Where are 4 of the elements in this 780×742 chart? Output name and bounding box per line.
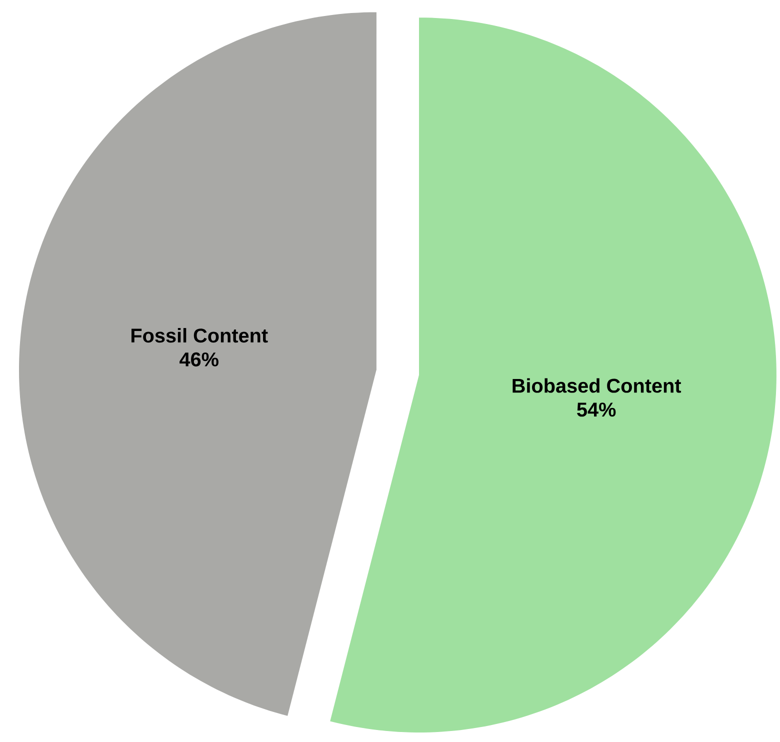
slice-label: Biobased Content [512, 378, 682, 393]
data-label: 54% [577, 402, 616, 417]
data-label: 46% [180, 352, 218, 367]
slice-label: Fossil Content [132, 328, 268, 343]
